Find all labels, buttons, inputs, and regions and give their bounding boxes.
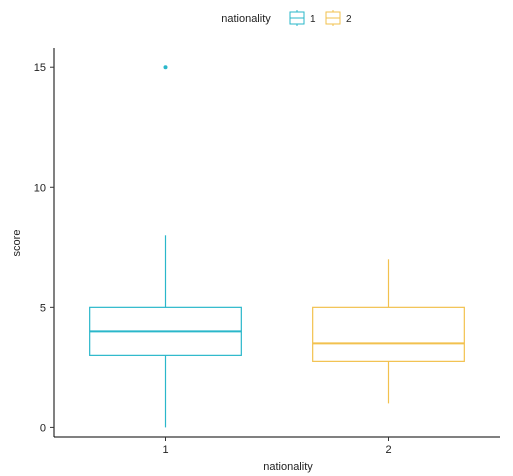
legend-item-1: 1 xyxy=(289,10,316,26)
x-tick-label: 2 xyxy=(385,444,391,456)
legend-item-2: 2 xyxy=(325,10,352,26)
x-axis-title: nationality xyxy=(263,461,313,473)
boxes xyxy=(89,65,465,428)
box-group-1 xyxy=(89,65,242,428)
box xyxy=(312,306,465,362)
box-group-2 xyxy=(312,259,465,404)
y-axis-ticks: 0 5 10 15 xyxy=(34,62,54,434)
y-axis-title: score xyxy=(11,230,23,257)
legend-title: nationality xyxy=(221,13,271,25)
y-tick-label: 10 xyxy=(34,182,46,194)
x-tick-label: 1 xyxy=(162,444,168,456)
y-tick-label: 5 xyxy=(40,302,46,314)
y-tick-label: 15 xyxy=(34,62,46,74)
legend-label: 2 xyxy=(346,14,352,25)
legend-label: 1 xyxy=(310,14,316,25)
y-tick-label: 0 xyxy=(40,422,46,434)
legend: nationality 1 2 xyxy=(221,10,352,26)
outlier-point xyxy=(163,65,168,70)
